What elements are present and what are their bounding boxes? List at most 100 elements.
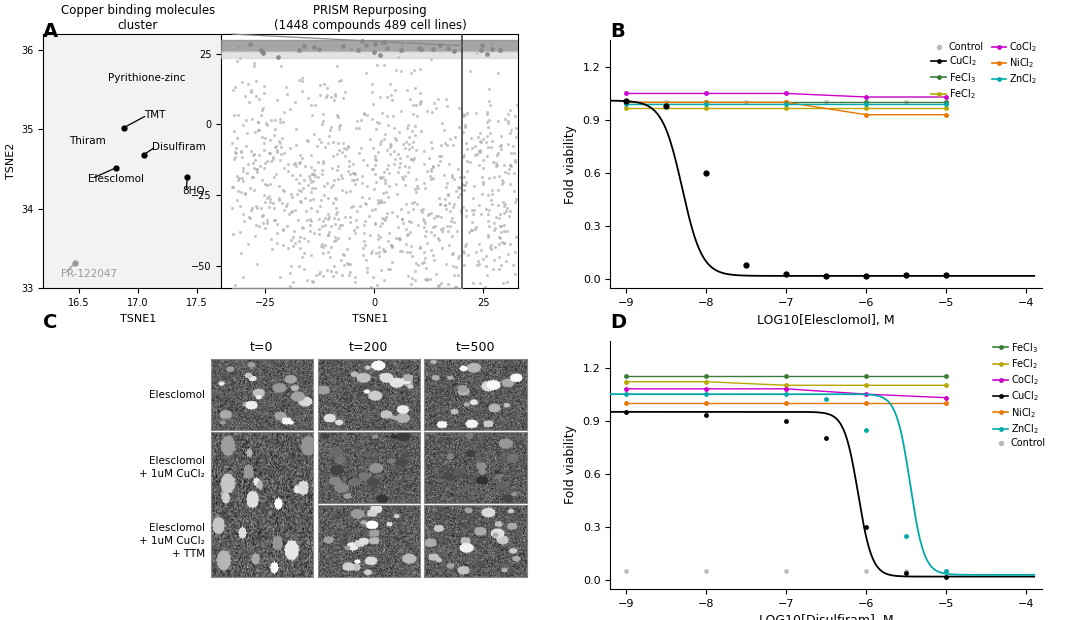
Point [324, 180, 341, 190]
Point [251, 125, 268, 135]
Point [327, 267, 345, 277]
Point [232, 248, 249, 258]
Point [254, 218, 271, 228]
Point [396, 180, 414, 190]
Point [283, 206, 300, 216]
Point [464, 278, 482, 288]
Point [278, 221, 295, 231]
Point [234, 120, 252, 130]
Point [256, 179, 273, 189]
Point [287, 174, 305, 184]
Point [405, 153, 422, 163]
Point [416, 218, 433, 228]
Point [383, 242, 401, 252]
Point [507, 157, 524, 167]
Point [326, 260, 343, 270]
Point [441, 241, 458, 250]
Point [388, 65, 405, 75]
Point [334, 270, 351, 280]
Point [274, 225, 292, 235]
Point [471, 239, 488, 249]
Point [370, 250, 388, 260]
Point [302, 150, 320, 160]
Point [296, 193, 313, 203]
Point [434, 244, 451, 254]
Point [328, 149, 346, 159]
Point [492, 131, 510, 141]
Point [449, 182, 467, 192]
Point [497, 167, 514, 177]
Point [246, 231, 264, 241]
Point [293, 197, 310, 207]
Point [419, 166, 436, 176]
Point [501, 105, 518, 115]
Point [314, 221, 332, 231]
Point [291, 158, 308, 168]
Point [388, 233, 405, 243]
Point [471, 259, 488, 269]
Point [284, 232, 301, 242]
Point [273, 198, 291, 208]
Point [301, 195, 319, 205]
Point [346, 225, 363, 235]
Point [234, 162, 252, 172]
Point [477, 262, 495, 272]
Point [292, 243, 309, 253]
Point [271, 118, 288, 128]
Point [249, 125, 267, 135]
Point [368, 177, 386, 187]
Point [243, 172, 260, 182]
Point [390, 162, 407, 172]
Point [229, 133, 246, 143]
Point [400, 271, 417, 281]
Point [431, 193, 448, 203]
Point [312, 195, 329, 205]
Point [261, 115, 279, 125]
Point [492, 144, 510, 154]
Point [471, 136, 488, 146]
Point [443, 170, 460, 180]
Point [471, 147, 488, 157]
Point [441, 198, 458, 208]
Point [483, 244, 500, 254]
Point [264, 244, 281, 254]
Point [311, 267, 328, 277]
Point [318, 178, 335, 188]
Point [375, 134, 392, 144]
Point [491, 141, 509, 151]
Point [334, 220, 351, 230]
Point [295, 41, 312, 51]
Point [426, 98, 443, 108]
Point [275, 107, 293, 117]
Point [421, 153, 438, 163]
Point [468, 260, 485, 270]
Point [260, 148, 278, 158]
Point [335, 260, 352, 270]
Point [340, 141, 357, 151]
Point [411, 64, 429, 74]
Point [295, 248, 312, 258]
Point [375, 244, 392, 254]
Point [351, 148, 368, 158]
Point [327, 194, 345, 204]
Point [457, 180, 474, 190]
Point [231, 201, 248, 211]
Point [245, 158, 262, 168]
Point [407, 146, 424, 156]
Point [340, 161, 357, 171]
Point [373, 265, 390, 275]
Point [238, 168, 255, 178]
Point [338, 258, 355, 268]
Point [372, 92, 389, 102]
Point [355, 108, 373, 118]
Point [492, 179, 510, 189]
Point [301, 226, 319, 236]
Point [345, 159, 362, 169]
Point [457, 177, 474, 187]
Point [492, 140, 510, 150]
Point [353, 37, 370, 46]
Point [302, 100, 320, 110]
Point [247, 92, 265, 102]
Point [313, 241, 330, 250]
Point [406, 275, 423, 285]
